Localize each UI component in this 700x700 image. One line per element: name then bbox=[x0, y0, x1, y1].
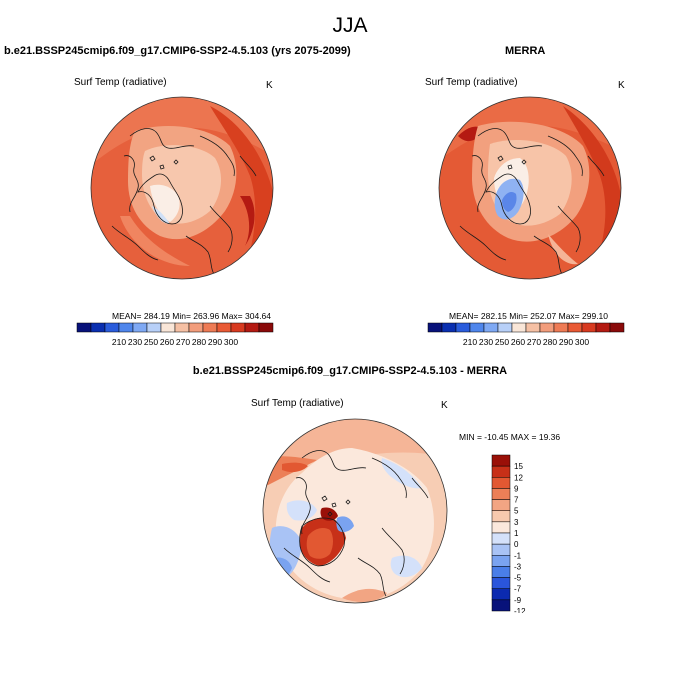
panel3-colorbar-tick-label: -5 bbox=[514, 574, 522, 583]
panel1-colorbar-box-4 bbox=[132, 322, 148, 333]
panel2-colorbar-box-0 bbox=[427, 322, 443, 333]
panel1-colorbar-box-0 bbox=[76, 322, 92, 333]
panel3-colorbar-box-13 bbox=[491, 599, 511, 612]
panel3-colorbar-tick-label: -7 bbox=[514, 585, 522, 594]
panel2-title: MERRA bbox=[505, 45, 546, 57]
panel2-colorbar-box-4 bbox=[483, 322, 499, 333]
panel1-colorbar: 210 230 250 260 270 280 290 300 bbox=[76, 322, 274, 347]
panel1-colorbar-box-3 bbox=[118, 322, 134, 333]
panel1-colorbar-box-8 bbox=[188, 322, 204, 333]
panel3-colorbar-tick-label: 7 bbox=[514, 496, 519, 505]
panel1-colorbar-box-1 bbox=[90, 322, 106, 333]
panel3-colorbar-box-12 bbox=[491, 588, 511, 601]
panel2-colorbar-box-8 bbox=[539, 322, 555, 333]
panel3-colorbar-tick-label: -9 bbox=[514, 596, 522, 605]
panel3-colorbar-tick-label: 1 bbox=[514, 529, 519, 538]
figure-title: JJA bbox=[332, 14, 368, 37]
panel1-title: b.e21.BSSP245cmip6.f09_g17.CMIP6-SSP2-4.… bbox=[4, 45, 351, 57]
panel3-colorbar-box-6 bbox=[491, 521, 511, 534]
panel2-colorbar-tick-label: 210 bbox=[463, 337, 477, 347]
panel1-units: K bbox=[266, 80, 273, 91]
panel2-colorbar-tick-label: 230 bbox=[479, 337, 493, 347]
panel3-colorbar-box-8 bbox=[491, 543, 511, 556]
panel3-variable: Surf Temp (radiative) bbox=[251, 398, 344, 409]
panel1-colorbar-tick-label: 290 bbox=[208, 337, 222, 347]
panel2-colorbar-box-1 bbox=[441, 322, 457, 333]
panel1-colorbar-box-13 bbox=[258, 322, 274, 333]
panel3-colorbar-tick-label: 3 bbox=[514, 518, 519, 527]
panel2-colorbar: 210 230 250 260 270 280 290 300 bbox=[427, 322, 625, 347]
panel3-colorbar-box-10 bbox=[491, 566, 511, 578]
panel3-colorbar-box-11 bbox=[491, 577, 511, 589]
panel3-units: K bbox=[441, 400, 448, 411]
panel1-colorbar-tick-label: 230 bbox=[128, 337, 142, 347]
panel1-colorbar-tick-label: 210 bbox=[112, 337, 126, 347]
panel1-colorbar-tick-label: 280 bbox=[192, 337, 206, 347]
panel3-colorbar-box-1 bbox=[491, 465, 511, 478]
panel2-units: K bbox=[618, 80, 625, 91]
panel2-stats: MEAN= 282.15 Min= 252.07 Max= 299.10 bbox=[449, 311, 609, 321]
panel2-colorbar-box-13 bbox=[609, 322, 625, 333]
panel1-polar-map bbox=[90, 96, 274, 280]
panel2-variable: Surf Temp (radiative) bbox=[425, 77, 518, 88]
panel3-colorbar-tick-label: 15 bbox=[514, 462, 523, 471]
panel3-colorbar-box-4 bbox=[491, 499, 511, 511]
panel1-colorbar-box-11 bbox=[230, 322, 246, 333]
panel2-colorbar-box-6 bbox=[511, 322, 527, 333]
panel1-colorbar-tick-label: 250 bbox=[144, 337, 158, 347]
panel1-colorbar-box-2 bbox=[104, 322, 120, 333]
panel2-colorbar-tick-label: 260 bbox=[511, 337, 525, 347]
panel2-colorbar-tick-label: 280 bbox=[543, 337, 557, 347]
panel2-colorbar-tick-label: 300 bbox=[575, 337, 589, 347]
panel2-colorbar-box-2 bbox=[455, 322, 471, 333]
panel1-stats: MEAN= 284.19 Min= 263.96 Max= 304.64 bbox=[112, 311, 272, 321]
panel2-polar-map bbox=[438, 96, 622, 280]
panel3-colorbar-box-5 bbox=[491, 510, 511, 523]
panel3-colorbar-box-7 bbox=[491, 532, 511, 545]
panel2-colorbar-box-5 bbox=[497, 322, 513, 333]
panel3-colorbar-tick-label: -12 bbox=[514, 607, 526, 613]
panel2-colorbar-box-9 bbox=[553, 322, 569, 333]
panel2-colorbar-box-3 bbox=[469, 322, 485, 333]
panel3-colorbar-tick-label: 9 bbox=[514, 484, 519, 493]
panel2-colorbar-box-7 bbox=[525, 322, 541, 333]
panel3-colorbar-box-2 bbox=[491, 477, 511, 489]
panel1-colorbar-box-9 bbox=[202, 322, 218, 333]
panel3-colorbar-tick-label: 0 bbox=[514, 540, 519, 549]
panel2-colorbar-box-11 bbox=[581, 322, 597, 333]
panel1-colorbar-tick-label: 270 bbox=[176, 337, 190, 347]
panel3-colorbar-box-9 bbox=[491, 555, 511, 567]
panel3-colorbar-box-0 bbox=[491, 454, 511, 467]
panel3-colorbar-tick-label: 12 bbox=[514, 473, 523, 482]
panel3-polar-map bbox=[262, 418, 448, 604]
panel2-colorbar-box-12 bbox=[595, 322, 611, 333]
panel3-title: b.e21.BSSP245cmip6.f09_g17.CMIP6-SSP2-4.… bbox=[192, 365, 508, 377]
panel2-colorbar-tick-label: 270 bbox=[527, 337, 541, 347]
panel1-colorbar-box-10 bbox=[216, 322, 232, 333]
panel1-colorbar-box-7 bbox=[174, 322, 190, 333]
panel1-colorbar-tick-label: 300 bbox=[224, 337, 238, 347]
panel2-colorbar-tick-label: 290 bbox=[559, 337, 573, 347]
panel3-colorbar-box-3 bbox=[491, 488, 511, 500]
panel1-colorbar-box-12 bbox=[244, 322, 260, 333]
panel1-colorbar-box-6 bbox=[160, 322, 176, 333]
panel3-colorbar-tick-label: -1 bbox=[514, 551, 522, 560]
panel1-colorbar-tick-label: 260 bbox=[160, 337, 174, 347]
panel3-colorbar-tick-label: -3 bbox=[514, 562, 522, 571]
panel2-colorbar-tick-label: 250 bbox=[495, 337, 509, 347]
panel3-stats: MIN = -10.45 MAX = 19.36 bbox=[459, 432, 561, 442]
panel3-colorbar-tick-label: 5 bbox=[514, 507, 519, 516]
panel1-variable: Surf Temp (radiative) bbox=[74, 77, 167, 88]
panel2-colorbar-box-10 bbox=[567, 322, 583, 333]
panel1-colorbar-box-5 bbox=[146, 322, 162, 333]
